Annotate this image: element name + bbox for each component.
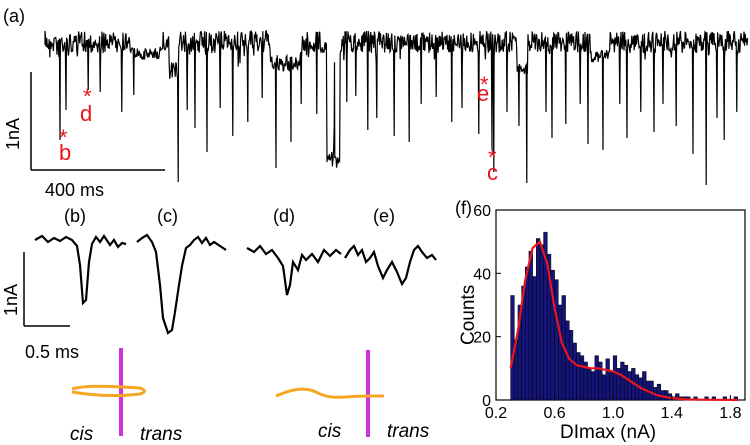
histogram-bar — [565, 320, 570, 401]
event-trace-d — [246, 244, 342, 296]
trans-label-left: trans — [140, 424, 183, 445]
panel-label-d: (d) — [273, 206, 295, 226]
histogram-bar — [656, 383, 662, 401]
dna-hairpin-left — [71, 384, 146, 397]
panel-label-c: (c) — [157, 206, 178, 226]
histogram-bar — [594, 355, 599, 401]
histogram-bar — [568, 330, 574, 401]
trace-scale-x-label: 400 ms — [45, 180, 104, 200]
y-tick-label: 20 — [473, 330, 491, 347]
histogram-bar — [536, 238, 541, 401]
panel-label-a: (a) — [3, 6, 25, 26]
histogram-bar — [525, 266, 530, 401]
marker-b-star: * — [59, 125, 68, 150]
x-tick-label: 1.4 — [661, 405, 683, 422]
histogram-bar — [612, 355, 618, 401]
current-trace — [44, 29, 749, 186]
histogram-bar — [572, 342, 577, 401]
dna-strand-right — [275, 387, 384, 399]
trans-label-right: trans — [387, 421, 430, 442]
y-tick-label: 40 — [473, 266, 491, 283]
x-tick-label: 0.2 — [485, 405, 507, 422]
marker-b-letter: b — [59, 140, 71, 165]
histogram-bar — [528, 250, 533, 401]
histogram-y-axis-label: Counts — [458, 285, 479, 345]
histogram-bar — [627, 371, 632, 401]
panel-label-b: (b) — [64, 206, 86, 226]
histogram-bar — [623, 364, 629, 401]
nanopore-membrane-right — [366, 350, 370, 437]
histogram-bar — [605, 358, 610, 401]
marker-c-star: * — [488, 145, 497, 170]
marker-d-star: * — [83, 84, 92, 109]
histogram-bar — [609, 371, 614, 401]
histogram-bar — [576, 352, 581, 401]
trace-scale-bar — [30, 72, 165, 171]
y-tick-label: 60 — [473, 203, 491, 220]
gaussian-fit-curve — [509, 240, 738, 402]
histogram-bar — [587, 368, 592, 401]
event-scale-x-label: 0.5 ms — [25, 342, 79, 362]
event-scale-bar — [23, 252, 70, 327]
cis-label-left: cis — [70, 424, 94, 445]
marker-d-letter: d — [80, 101, 92, 126]
histogram-bar — [554, 279, 559, 401]
marker-e-star: * — [480, 72, 489, 97]
histogram-bar — [539, 244, 544, 401]
y-tick-label: 0 — [482, 393, 491, 410]
x-tick-label: 1.8 — [719, 405, 741, 422]
histogram-bar — [532, 276, 537, 401]
event-scale-y-label: 1nA — [1, 284, 21, 316]
histogram-bar — [649, 380, 654, 401]
histogram-bar — [601, 374, 607, 401]
histogram-x-axis-label: DImax (nA) — [560, 422, 656, 443]
event-trace-b — [34, 234, 127, 306]
marker-e-letter: e — [477, 81, 489, 106]
histogram-bar — [590, 371, 596, 401]
x-tick-label: 0.6 — [543, 405, 565, 422]
panel-label-f: (f) — [455, 198, 472, 218]
trace-scale-y-label: 1nA — [3, 118, 23, 150]
cis-label-right: cis — [318, 421, 342, 442]
histogram-bar — [558, 304, 563, 401]
marker-c-letter: c — [487, 160, 498, 185]
x-tick-label: 1.0 — [602, 405, 624, 422]
nanopore-membrane-left — [119, 348, 123, 436]
panel-label-e: (e) — [373, 206, 395, 226]
histogram-bar — [620, 361, 625, 401]
histogram-chart: 0.2 0.6 1.0 1.4 1.8 0 20 40 60 — [473, 203, 746, 422]
histogram-bar — [642, 371, 647, 401]
histogram-bar — [579, 355, 585, 401]
event-trace-c — [136, 233, 227, 335]
event-trace-e — [344, 244, 437, 287]
histogram-bar — [664, 390, 669, 401]
